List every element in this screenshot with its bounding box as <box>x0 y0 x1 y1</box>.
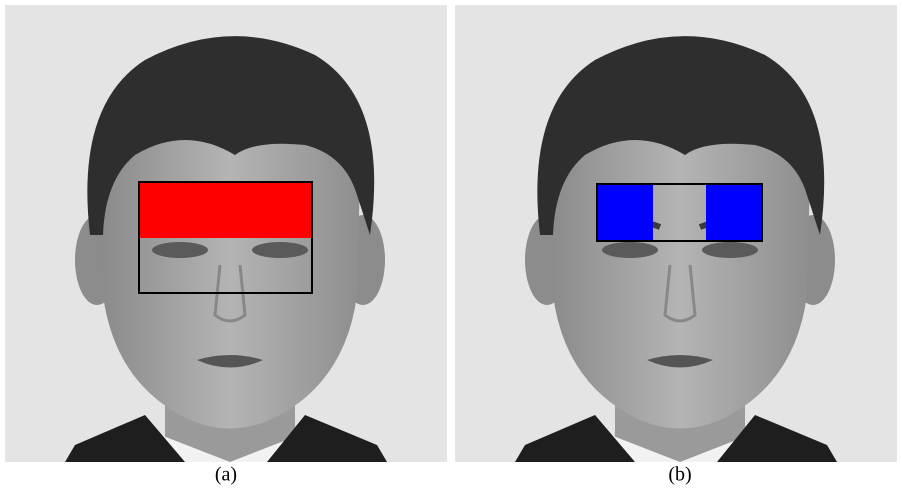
caption: (a) <box>215 464 237 486</box>
feature-dark-region <box>139 182 312 238</box>
feature-dark-region <box>706 184 762 241</box>
feature-dark-region <box>597 184 653 241</box>
caption: (b) <box>668 464 691 486</box>
face-photo <box>455 5 897 462</box>
figure: (a) (b) <box>0 0 902 489</box>
